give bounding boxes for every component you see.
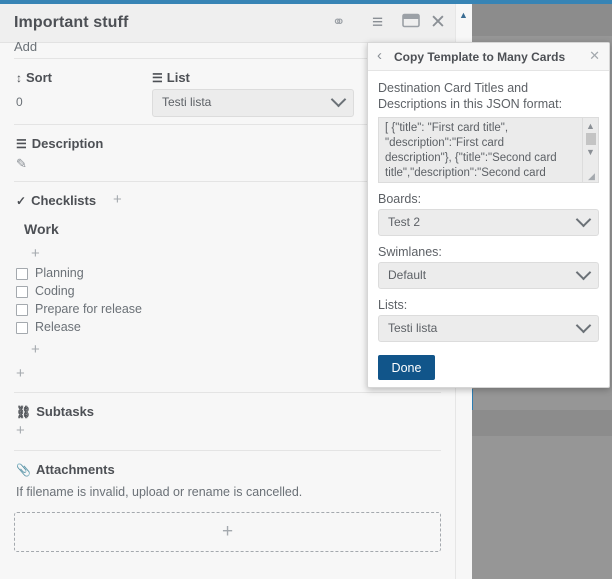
scroll-down-icon[interactable]: ▼ <box>586 147 595 157</box>
scroll-up-icon[interactable]: ▲ <box>459 10 468 20</box>
sort-heading: ↕ Sort <box>16 70 52 85</box>
checklist-item-label: Prepare for release <box>35 302 143 316</box>
description-edit-icon[interactable]: ✎ <box>16 156 27 171</box>
close-icon[interactable]: ✕ <box>589 48 600 63</box>
list-heading: ☰ List <box>152 70 190 85</box>
boards-select-value: Test 2 <box>388 215 421 229</box>
list-select[interactable]: Testi lista <box>152 89 354 117</box>
add-checklist-bottom[interactable]: + <box>0 362 455 392</box>
description-label: Description <box>31 136 104 151</box>
done-button[interactable]: Done <box>378 355 435 380</box>
plus-icon[interactable]: + <box>16 365 25 382</box>
plus-icon[interactable]: + <box>221 521 234 542</box>
sort-icon: ↕ <box>16 71 22 85</box>
boards-label: Boards: <box>378 192 422 206</box>
swimlanes-select[interactable]: Default <box>378 262 599 289</box>
checklist-item[interactable]: Coding <box>0 284 455 302</box>
checklist-item-label: Planning <box>35 266 84 280</box>
subtasks-icon: ⛓ <box>16 405 32 419</box>
boards-select[interactable]: Test 2 <box>378 209 599 236</box>
divider <box>14 58 441 59</box>
checklists-label: Checklists <box>31 193 97 208</box>
checklist-item-label: Release <box>35 320 81 334</box>
divider <box>14 124 441 125</box>
description-icon: ☰ <box>16 137 27 151</box>
checkbox-icon[interactable] <box>16 322 28 334</box>
swimlanes-label: Swimlanes: <box>378 245 442 259</box>
add-row[interactable]: Add <box>0 42 455 58</box>
list-select-value: Testi lista <box>162 95 212 109</box>
add-subtask-button[interactable]: + <box>0 419 455 450</box>
list-icon: ☰ <box>152 71 163 85</box>
plus-icon[interactable]: + <box>16 422 25 439</box>
checklists-heading: ✓ Checklists + <box>0 182 455 208</box>
checklist-item-label: Coding <box>35 284 75 298</box>
page-title: Important stuff <box>14 14 129 31</box>
divider <box>14 450 441 451</box>
description-heading: ☰ Description <box>0 125 455 151</box>
json-textarea-value: [ {"title": "First card title", "descrip… <box>385 122 557 179</box>
list-label: List <box>166 70 190 85</box>
popup-body: Destination Card Titles and Descriptions… <box>368 71 609 380</box>
sort-label: Sort <box>26 70 52 85</box>
hamburger-menu-icon[interactable]: ≡ <box>372 12 384 33</box>
checklist-item[interactable]: Release <box>0 320 455 338</box>
divider <box>14 392 441 393</box>
card-body: Add ↕ Sort 0 ☰ List Testi lista ☰ Descripti… <box>0 42 455 579</box>
card-header: Important stuff ⚭ ≡ ✕ <box>0 4 455 43</box>
close-icon[interactable]: ✕ <box>430 12 446 33</box>
board-band-middle <box>470 410 612 436</box>
attachment-dropzone[interactable]: + <box>14 512 441 552</box>
chevron-down-icon <box>575 317 592 334</box>
sort-value[interactable]: 0 <box>16 95 23 109</box>
top-accent-bar <box>0 0 612 4</box>
checklist-item[interactable]: Prepare for release <box>0 302 455 320</box>
json-textarea-scrollbar[interactable]: ▲ ▼ <box>582 118 598 182</box>
lists-select-value: Testi lista <box>388 321 438 335</box>
plus-icon[interactable]: + <box>31 341 40 358</box>
attachments-note: If filename is invalid, upload or rename… <box>16 485 303 499</box>
popup-title: Copy Template to Many Cards <box>394 50 566 64</box>
checkbox-icon[interactable] <box>16 304 28 316</box>
copy-template-popup: ‹ Copy Template to Many Cards ✕ Destinat… <box>367 42 610 388</box>
divider <box>14 181 441 182</box>
json-textarea[interactable]: [ {"title": "First card title", "descrip… <box>378 117 599 183</box>
checklist-title[interactable]: Work <box>24 221 59 237</box>
add-checklist-icon[interactable]: + <box>113 191 122 208</box>
subtasks-label: Subtasks <box>36 404 95 419</box>
board-band-top <box>470 4 612 36</box>
json-field-label: Destination Card Titles and Descriptions… <box>378 81 563 111</box>
checkbox-icon[interactable] <box>16 286 28 298</box>
checkmark-icon: ✓ <box>16 194 27 208</box>
swimlanes-select-value: Default <box>388 268 427 282</box>
add-checklist-item-bottom[interactable]: + <box>0 338 455 362</box>
chevron-down-icon <box>575 264 592 281</box>
subtasks-heading: ⛓ Subtasks <box>0 393 455 419</box>
attachments-heading: 📎 Attachments <box>0 451 455 477</box>
attachments-label: Attachments <box>35 462 115 477</box>
lists-label: Lists: <box>378 298 408 312</box>
scroll-up-icon[interactable]: ▲ <box>586 121 595 131</box>
lists-select[interactable]: Testi lista <box>378 315 599 342</box>
add-checklist-item-top[interactable]: + <box>0 237 455 266</box>
link-icon[interactable]: ⚭ <box>332 14 346 31</box>
chevron-down-icon <box>330 91 347 108</box>
add-label: Add <box>14 42 38 54</box>
chevron-down-icon <box>575 211 592 228</box>
checklist-item[interactable]: Planning <box>0 266 455 284</box>
resize-handle-icon[interactable]: ◢ <box>588 171 595 181</box>
popup-header: ‹ Copy Template to Many Cards ✕ <box>368 43 609 71</box>
scrollbar-thumb[interactable] <box>586 133 596 145</box>
paperclip-icon: 📎 <box>16 463 31 477</box>
maximize-icon[interactable] <box>402 13 420 34</box>
card-meta-row: ↕ Sort 0 ☰ List Testi lista <box>0 59 455 124</box>
checkbox-icon[interactable] <box>16 268 28 280</box>
back-icon[interactable]: ‹ <box>377 47 382 64</box>
plus-icon[interactable]: + <box>31 245 40 262</box>
